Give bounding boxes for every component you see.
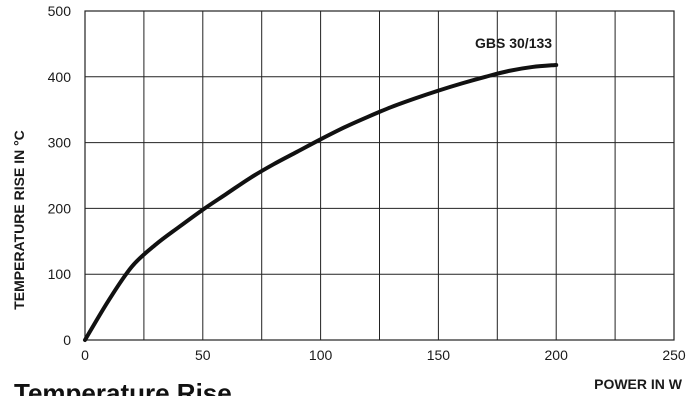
chart-title: Temperature Rise	[14, 378, 232, 396]
series-layer	[83, 62, 559, 342]
plot-area-frame	[84, 10, 675, 341]
x-axis-title: POWER IN W	[594, 376, 683, 392]
series-label: GBS 30/133	[475, 35, 552, 51]
x-tick-label: 0	[81, 347, 89, 363]
x-tick-label: 200	[545, 347, 569, 363]
y-tick-label: 500	[48, 3, 72, 19]
y-tick-label: 400	[48, 69, 72, 85]
y-tick-label: 100	[48, 266, 72, 282]
x-tick-label: 250	[662, 347, 686, 363]
y-tick-label: 0	[63, 332, 71, 348]
y-tick-label: 200	[48, 200, 72, 216]
series-line-0	[83, 62, 559, 342]
x-tick-label: 100	[309, 347, 333, 363]
x-tick-label: 150	[427, 347, 451, 363]
y-axis-title: TEMPERATURE RISE IN °C	[11, 130, 27, 310]
y-axis-ticks: 0 100 200 300 400 500	[48, 3, 72, 348]
x-axis-ticks: 0 50 100 150 200 250	[81, 347, 686, 363]
grid	[85, 11, 674, 340]
x-tick-label: 50	[195, 347, 211, 363]
y-tick-label: 300	[48, 135, 72, 151]
